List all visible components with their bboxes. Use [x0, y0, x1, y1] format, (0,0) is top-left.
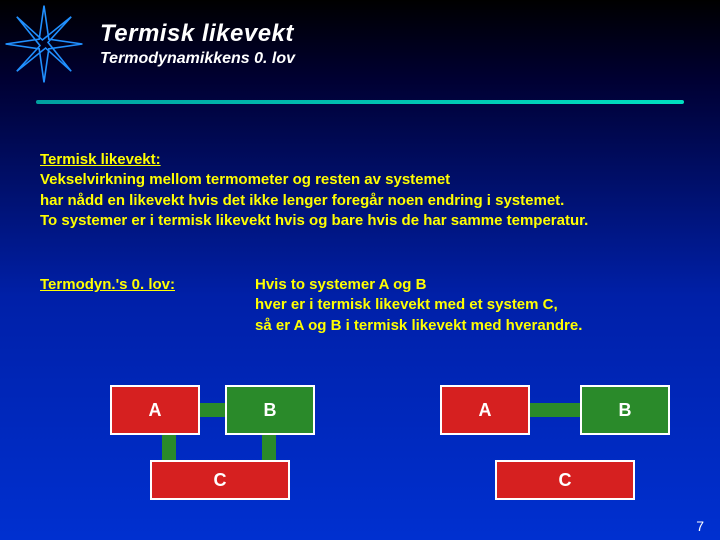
slide-title: Termisk likevekt [100, 20, 295, 48]
slide-header: Termisk likevekt Termodynamikkens 0. lov [100, 20, 295, 68]
box-right-a: A [440, 385, 530, 435]
section2-heading: Termodyn.'s 0. lov: [40, 276, 175, 293]
section1-line3: To systemer er i termisk likevekt hvis o… [40, 212, 588, 229]
section-terms: Termisk likevekt: Vekselvirkning mellom … [40, 150, 680, 231]
box-left-b: B [225, 385, 315, 435]
conn-left-ac [162, 435, 176, 460]
law-line1: Hvis to systemer A og B [255, 276, 426, 293]
star-burst-icon [4, 4, 84, 84]
header-divider [36, 100, 684, 104]
box-right-b: B [580, 385, 670, 435]
box-left-a: A [110, 385, 200, 435]
slide-subtitle: Termodynamikkens 0. lov [100, 50, 295, 68]
conn-left-bc [262, 435, 276, 460]
slide: Termisk likevekt Termodynamikkens 0. lov… [0, 0, 720, 540]
diagram-area: ABCABC [0, 385, 720, 525]
section1-line2: har nådd en likevekt hvis det ikke lenge… [40, 192, 564, 209]
section-law: Termodyn.'s 0. lov: Hvis to systemer A o… [40, 275, 680, 295]
box-right-c: C [495, 460, 635, 500]
box-left-c: C [150, 460, 290, 500]
law-line2: hver er i termisk likevekt med et system… [255, 296, 558, 313]
page-number: 7 [696, 518, 704, 534]
conn-left-ab [200, 403, 225, 417]
law-line3: så er A og B i termisk likevekt med hver… [255, 317, 582, 334]
conn-right-ab [530, 403, 580, 417]
section1-line1: Vekselvirkning mellom termometer og rest… [40, 171, 450, 188]
law-text: Hvis to systemer A og B hver er i termis… [255, 275, 582, 336]
section1-heading: Termisk likevekt: [40, 151, 161, 168]
